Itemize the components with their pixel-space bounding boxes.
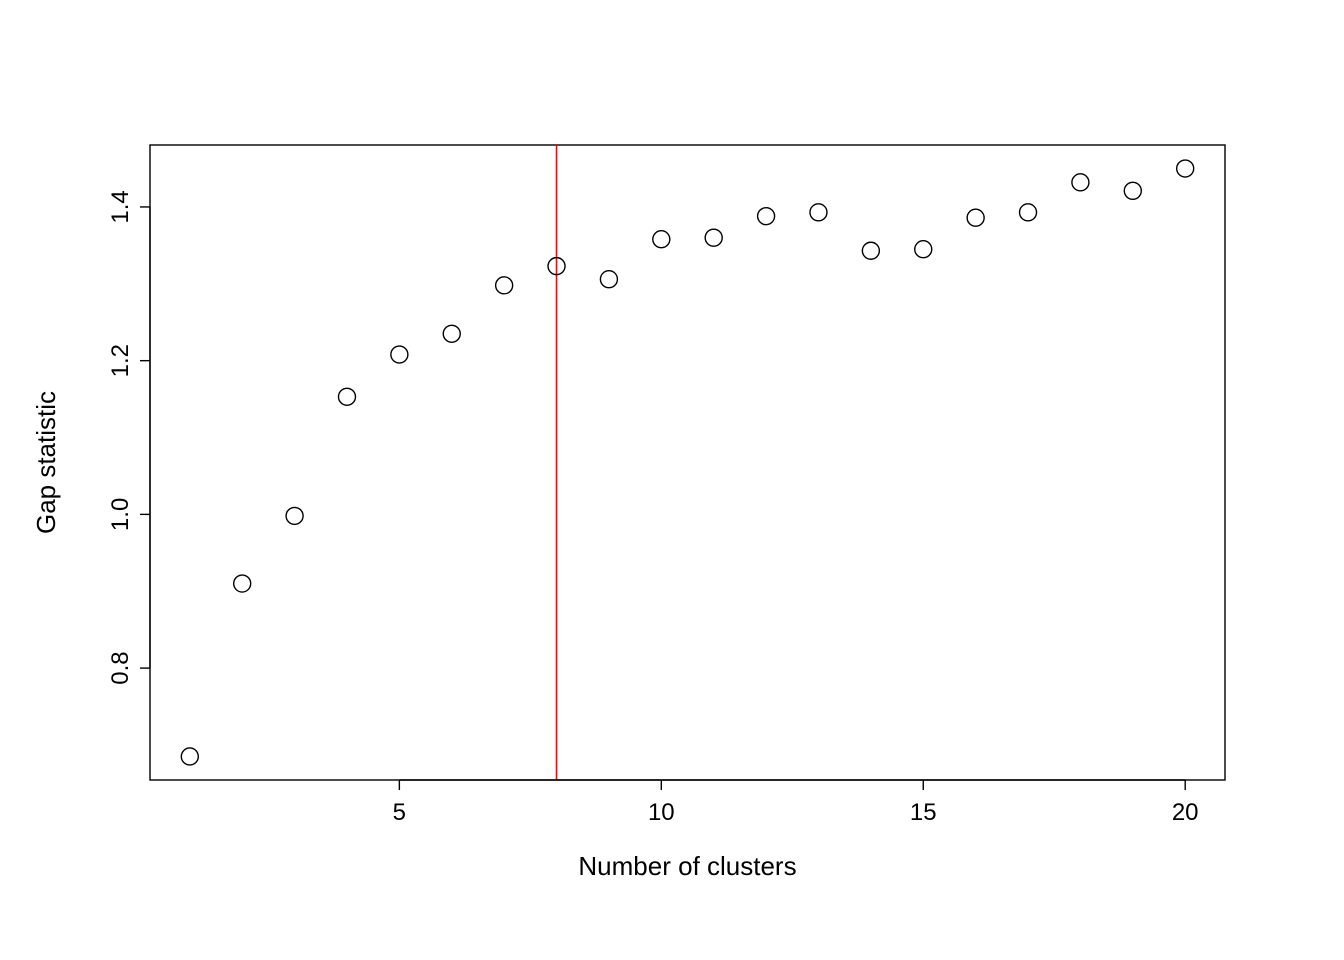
y-tick-label: 0.8	[107, 651, 134, 684]
y-axis-label: Gap statistic	[31, 391, 61, 534]
x-tick-label: 10	[648, 799, 675, 826]
x-tick-label: 15	[910, 799, 937, 826]
x-tick-label: 20	[1172, 799, 1199, 826]
x-axis-label: Number of clusters	[578, 851, 796, 881]
y-tick-label: 1.0	[107, 498, 134, 531]
x-tick-label: 5	[393, 799, 406, 826]
gap-statistic-chart: 5 10 15 20 0.8 1.0 1.2 1.4 Number of clusters Gap…	[0, 0, 1344, 960]
y-tick-label: 1.2	[107, 344, 134, 377]
y-tick-label: 1.4	[107, 190, 134, 223]
